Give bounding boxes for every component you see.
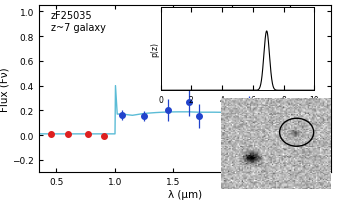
Text: zF25035
z~7 galaxy: zF25035 z~7 galaxy [51,11,105,33]
Y-axis label: Flux (Fν): Flux (Fν) [0,67,9,111]
X-axis label: λ (μm): λ (μm) [168,189,202,199]
Y-axis label: p(z): p(z) [150,42,159,57]
X-axis label: Redshift: Redshift [222,106,253,115]
